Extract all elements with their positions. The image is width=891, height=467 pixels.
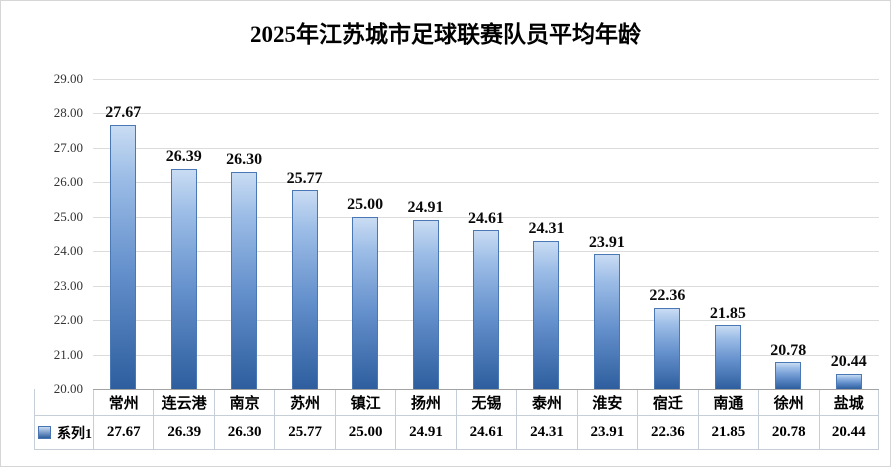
- bar-value-label: 26.39: [165, 148, 202, 166]
- bar: [412, 219, 439, 389]
- category-cell: 淮安: [576, 389, 638, 416]
- category-cell: 徐州: [758, 389, 819, 416]
- bar: [472, 230, 499, 389]
- bar-column: 26.39: [153, 79, 213, 389]
- bar-value-label: 21.85: [709, 304, 746, 322]
- series-legend-icon: [38, 426, 51, 439]
- y-axis-tick-label: 29.00: [53, 71, 83, 86]
- plot-area: 29.00 28.00 27.00 26.00 25.00 24.00 23.00 22.00…: [1, 71, 879, 396]
- y-axis-tick-label: 22.00: [53, 312, 83, 328]
- bar-value-label: 27.67: [105, 104, 142, 122]
- gridline: [93, 182, 879, 184]
- bar: [110, 124, 137, 389]
- table-value-cell: 20.44: [818, 416, 879, 450]
- table-value-cell: 23.91: [576, 416, 638, 450]
- category-cell: 镇江: [334, 389, 396, 416]
- y-axis-tick-label: 24.00: [53, 243, 83, 259]
- data-table: 常州 连云港 南京 苏州 镇江 扬州 无锡 泰州 淮安 宿迁 南通 徐州 盐城 系列1 27.67 26.…: [34, 389, 879, 450]
- bar: [291, 190, 318, 389]
- bar-column: 21.85: [698, 79, 758, 389]
- y-axis-tick-label: 28.00: [53, 105, 83, 121]
- bar-value-label: 22.36: [649, 287, 686, 305]
- bar: [352, 216, 379, 389]
- bar-value-label: 24.61: [467, 209, 504, 227]
- bar-column: 25.77: [274, 79, 334, 389]
- bar-column: 23.91: [577, 79, 637, 389]
- bar: [533, 240, 560, 389]
- bar: [170, 168, 197, 389]
- bar: [593, 254, 620, 389]
- bar-column: 27.67: [93, 79, 153, 389]
- bar-value-label: 20.44: [830, 353, 867, 371]
- bar: [654, 307, 681, 389]
- bar: [231, 172, 258, 389]
- category-cell: 南京: [213, 389, 275, 416]
- y-axis-tick-label: 20.00: [53, 381, 83, 396]
- bar: [714, 325, 741, 389]
- legend-cell: 系列1: [34, 416, 93, 450]
- category-cell: 无锡: [455, 389, 517, 416]
- y-axis-tick-label: 27.00: [53, 139, 83, 155]
- y-axis-tick-label: 26.00: [53, 174, 83, 190]
- bar-value-label: 26.30: [226, 151, 263, 169]
- category-cell: 南通: [697, 389, 759, 416]
- table-value-cell: 24.61: [455, 416, 517, 450]
- category-cell: 扬州: [395, 389, 456, 416]
- table-value-cell: 26.30: [213, 416, 275, 450]
- data-table-values-row: 系列1 27.67 26.39 26.30 25.77 25.00 24.91 24.61 2…: [34, 416, 879, 450]
- category-cell: 宿迁: [637, 389, 698, 416]
- table-value-cell: 26.39: [153, 416, 214, 450]
- table-value-cell: 24.31: [516, 416, 577, 450]
- table-value-cell: 21.85: [697, 416, 759, 450]
- y-axis: 29.00 28.00 27.00 26.00 25.00 24.00 23.00 22.00…: [1, 71, 93, 396]
- series-legend-label: 系列1: [57, 426, 92, 442]
- bar-column: 24.61: [456, 79, 516, 389]
- bar-value-label: 24.91: [407, 199, 444, 217]
- category-cell: 盐城: [818, 389, 879, 416]
- y-axis-tick-label: 21.00: [53, 346, 83, 362]
- table-value-cell: 22.36: [637, 416, 698, 450]
- bar-column: 20.78: [758, 79, 818, 389]
- bar-column: 26.30: [214, 79, 274, 389]
- gridline: [93, 79, 879, 80]
- y-axis-tick-label: 23.00: [53, 277, 83, 293]
- bar: [775, 362, 802, 389]
- table-corner-cell: [34, 389, 93, 416]
- bar: [835, 373, 862, 389]
- bar-value-label: 24.31: [528, 219, 565, 237]
- table-value-cell: 27.67: [93, 416, 154, 450]
- table-value-cell: 24.91: [395, 416, 456, 450]
- bars-region: 27.67 26.39 26.30 25.77 25.00 24.91 24.61 24.31…: [93, 79, 879, 390]
- y-axis-tick-label: 25.00: [53, 208, 83, 224]
- gridline: [93, 216, 879, 218]
- bar-value-label: 20.78: [770, 341, 807, 359]
- table-value-cell: 20.78: [758, 416, 819, 450]
- category-cell: 泰州: [516, 389, 577, 416]
- x-axis-category-row: 常州 连云港 南京 苏州 镇江 扬州 无锡 泰州 淮安 宿迁 南通 徐州 盐城: [34, 389, 879, 416]
- bar-value-label: 23.91: [588, 233, 625, 251]
- gridline: [93, 147, 879, 149]
- bar-column: 22.36: [637, 79, 697, 389]
- category-cell: 常州: [93, 389, 154, 416]
- bar-value-label: 25.00: [347, 196, 384, 214]
- bar-value-label: 25.77: [286, 169, 323, 187]
- bar-column: 24.31: [516, 79, 576, 389]
- gridline: [93, 113, 879, 115]
- category-cell: 连云港: [153, 389, 214, 416]
- table-value-cell: 25.00: [334, 416, 396, 450]
- bar-column: 20.44: [819, 79, 879, 389]
- category-cell: 苏州: [274, 389, 335, 416]
- chart-title: 2025年江苏城市足球联赛队员平均年龄: [250, 22, 641, 47]
- bar-column: 25.00: [335, 79, 395, 389]
- table-value-cell: 25.77: [274, 416, 335, 450]
- bar-column: 24.91: [395, 79, 455, 389]
